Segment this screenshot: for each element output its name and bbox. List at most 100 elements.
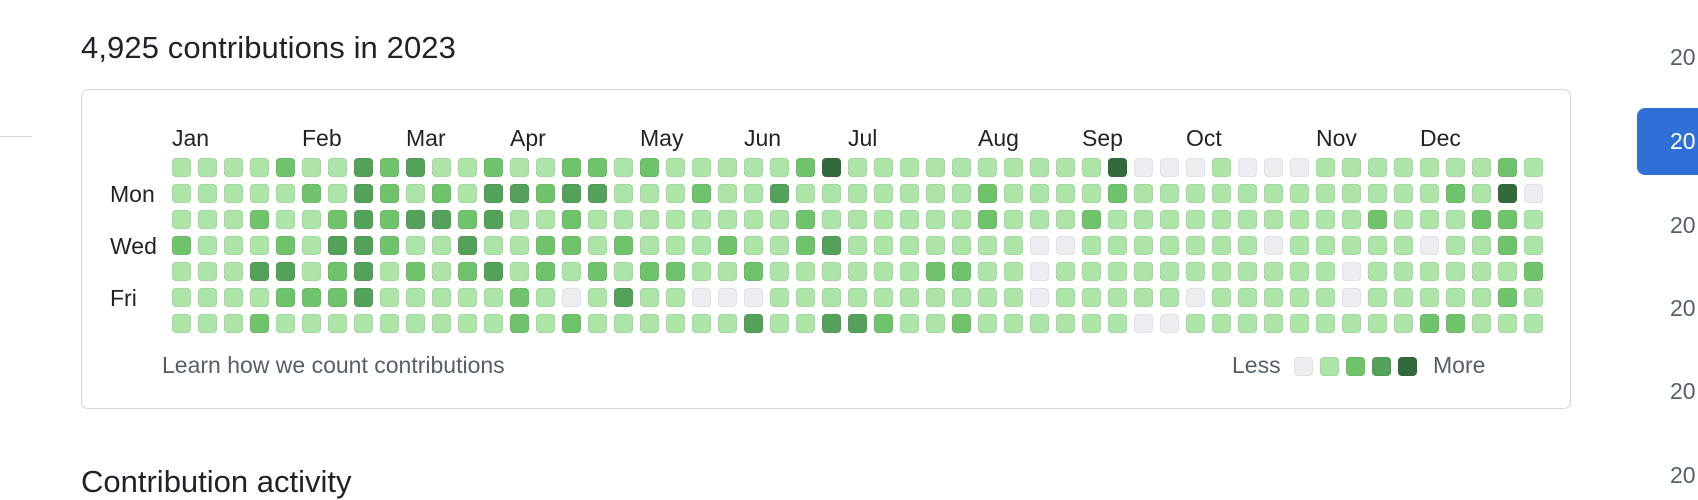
- contribution-day-cell[interactable]: [224, 314, 243, 333]
- contribution-day-cell[interactable]: [1342, 210, 1361, 229]
- contribution-day-cell[interactable]: [172, 288, 191, 307]
- contribution-day-cell[interactable]: [1108, 262, 1127, 281]
- contribution-day-cell[interactable]: [692, 262, 711, 281]
- contribution-day-cell[interactable]: [1394, 262, 1413, 281]
- contribution-day-cell[interactable]: [510, 262, 529, 281]
- contribution-day-cell[interactable]: [1342, 314, 1361, 333]
- contribution-day-cell[interactable]: [1524, 236, 1543, 255]
- contribution-day-cell[interactable]: [1290, 288, 1309, 307]
- contribution-day-cell[interactable]: [1446, 288, 1465, 307]
- contribution-day-cell[interactable]: [536, 288, 555, 307]
- contribution-day-cell[interactable]: [1160, 210, 1179, 229]
- contribution-day-cell[interactable]: [1524, 314, 1543, 333]
- contribution-day-cell[interactable]: [614, 314, 633, 333]
- contribution-day-cell[interactable]: [380, 236, 399, 255]
- contribution-day-cell[interactable]: [1498, 158, 1517, 177]
- contribution-day-cell[interactable]: [510, 210, 529, 229]
- contribution-day-cell[interactable]: [484, 236, 503, 255]
- contribution-day-cell[interactable]: [952, 262, 971, 281]
- contribution-day-cell[interactable]: [770, 262, 789, 281]
- contribution-day-cell[interactable]: [1264, 184, 1283, 203]
- contribution-day-cell[interactable]: [1342, 158, 1361, 177]
- contribution-day-cell[interactable]: [822, 314, 841, 333]
- contribution-day-cell[interactable]: [1472, 314, 1491, 333]
- contribution-day-cell[interactable]: [1030, 184, 1049, 203]
- contribution-day-cell[interactable]: [224, 288, 243, 307]
- contribution-day-cell[interactable]: [1186, 158, 1205, 177]
- contribution-day-cell[interactable]: [1420, 262, 1439, 281]
- contribution-day-cell[interactable]: [692, 184, 711, 203]
- contribution-day-cell[interactable]: [328, 210, 347, 229]
- contribution-day-cell[interactable]: [562, 210, 581, 229]
- contribution-day-cell[interactable]: [692, 288, 711, 307]
- contribution-day-cell[interactable]: [1004, 184, 1023, 203]
- contribution-day-cell[interactable]: [172, 210, 191, 229]
- contribution-day-cell[interactable]: [1134, 210, 1153, 229]
- contribution-day-cell[interactable]: [1134, 288, 1153, 307]
- contribution-day-cell[interactable]: [198, 210, 217, 229]
- contribution-day-cell[interactable]: [1186, 314, 1205, 333]
- contribution-day-cell[interactable]: [692, 236, 711, 255]
- contribution-day-cell[interactable]: [1004, 236, 1023, 255]
- contribution-day-cell[interactable]: [1186, 236, 1205, 255]
- contribution-day-cell[interactable]: [198, 184, 217, 203]
- contribution-day-cell[interactable]: [432, 236, 451, 255]
- learn-contributions-link[interactable]: Learn how we count contributions: [162, 352, 505, 378]
- contribution-day-cell[interactable]: [562, 262, 581, 281]
- contribution-day-cell[interactable]: [848, 210, 867, 229]
- contribution-day-cell[interactable]: [198, 262, 217, 281]
- contribution-day-cell[interactable]: [640, 158, 659, 177]
- year-item[interactable]: 20: [1670, 378, 1696, 404]
- contribution-day-cell[interactable]: [1160, 158, 1179, 177]
- contribution-day-cell[interactable]: [848, 236, 867, 255]
- contribution-day-cell[interactable]: [458, 262, 477, 281]
- contribution-day-cell[interactable]: [666, 184, 685, 203]
- contribution-day-cell[interactable]: [1498, 184, 1517, 203]
- contribution-day-cell[interactable]: [692, 158, 711, 177]
- contribution-day-cell[interactable]: [822, 184, 841, 203]
- contribution-day-cell[interactable]: [1394, 158, 1413, 177]
- contribution-day-cell[interactable]: [718, 262, 737, 281]
- contribution-day-cell[interactable]: [562, 236, 581, 255]
- contribution-day-cell[interactable]: [484, 184, 503, 203]
- contribution-day-cell[interactable]: [874, 236, 893, 255]
- contribution-day-cell[interactable]: [536, 314, 555, 333]
- contribution-day-cell[interactable]: [224, 236, 243, 255]
- contribution-day-cell[interactable]: [1368, 288, 1387, 307]
- contribution-day-cell[interactable]: [1134, 184, 1153, 203]
- contribution-day-cell[interactable]: [198, 314, 217, 333]
- contribution-day-cell[interactable]: [536, 210, 555, 229]
- contribution-day-cell[interactable]: [1108, 184, 1127, 203]
- contribution-day-cell[interactable]: [744, 184, 763, 203]
- contribution-day-cell[interactable]: [1212, 210, 1231, 229]
- contribution-day-cell[interactable]: [1290, 210, 1309, 229]
- contribution-day-cell[interactable]: [952, 210, 971, 229]
- contribution-day-cell[interactable]: [172, 262, 191, 281]
- contribution-day-cell[interactable]: [1420, 288, 1439, 307]
- contribution-day-cell[interactable]: [354, 158, 373, 177]
- contribution-day-cell[interactable]: [1446, 262, 1465, 281]
- contribution-day-cell[interactable]: [354, 236, 373, 255]
- contribution-day-cell[interactable]: [718, 236, 737, 255]
- contribution-day-cell[interactable]: [224, 262, 243, 281]
- contribution-day-cell[interactable]: [744, 288, 763, 307]
- contribution-day-cell[interactable]: [250, 262, 269, 281]
- contribution-day-cell[interactable]: [510, 158, 529, 177]
- contribution-day-cell[interactable]: [952, 288, 971, 307]
- contribution-day-cell[interactable]: [588, 314, 607, 333]
- contribution-day-cell[interactable]: [744, 210, 763, 229]
- contribution-day-cell[interactable]: [588, 262, 607, 281]
- contribution-day-cell[interactable]: [1498, 210, 1517, 229]
- year-item[interactable]: 20: [1670, 462, 1696, 488]
- contribution-day-cell[interactable]: [250, 210, 269, 229]
- contribution-day-cell[interactable]: [1160, 236, 1179, 255]
- contribution-day-cell[interactable]: [718, 158, 737, 177]
- contribution-day-cell[interactable]: [640, 262, 659, 281]
- contribution-day-cell[interactable]: [1264, 210, 1283, 229]
- contribution-day-cell[interactable]: [1316, 262, 1335, 281]
- contribution-day-cell[interactable]: [1472, 210, 1491, 229]
- contribution-day-cell[interactable]: [276, 210, 295, 229]
- contribution-day-cell[interactable]: [1186, 184, 1205, 203]
- contribution-day-cell[interactable]: [1186, 262, 1205, 281]
- contribution-day-cell[interactable]: [848, 314, 867, 333]
